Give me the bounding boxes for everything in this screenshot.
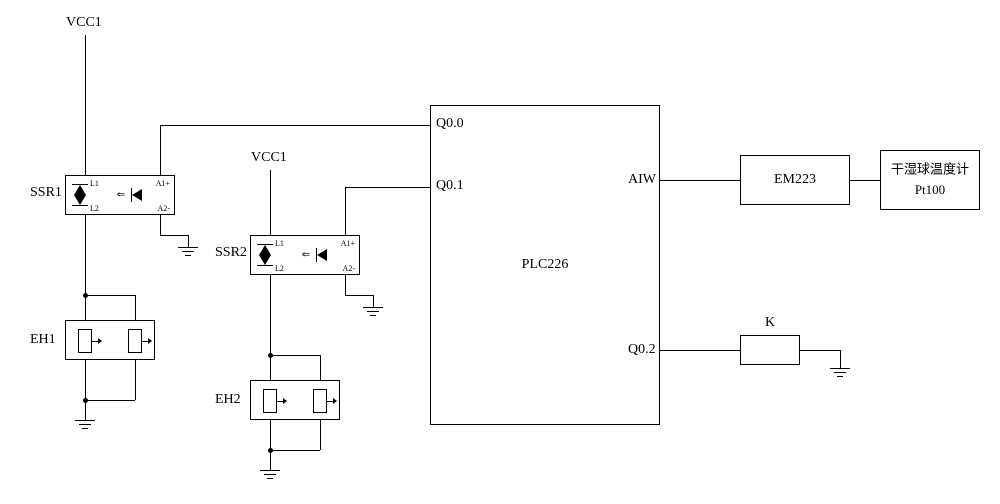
wire-ssr2-l2-v	[270, 275, 271, 380]
ssr2-L1: L1	[275, 239, 284, 248]
ssr2-A1: A1+	[341, 239, 355, 248]
vcc1-label-1: VCC1	[66, 15, 102, 31]
ssr2-opto-arrows-icon: ⇐	[302, 250, 308, 261]
ssr1-A2: A2-	[158, 204, 170, 213]
ssr1-opto-arrows-icon: ⇐	[117, 190, 123, 201]
wire-q02-k	[660, 350, 740, 351]
k-label: K	[765, 315, 775, 331]
sensor-line1: 干湿球温度计	[891, 159, 969, 178]
k-box	[740, 335, 800, 365]
ssr2-L2: L2	[275, 264, 284, 273]
ssr2-box: L1 L2 A1+ A2- ⇐	[250, 235, 360, 275]
sensor-box: 干湿球温度计 Pt100	[880, 150, 980, 210]
gnd-ssr2	[363, 307, 383, 319]
ssr2-A2: A2-	[343, 264, 355, 273]
wire-ssr1-a1-v	[160, 125, 161, 175]
wire-ssr1-a2-v	[160, 215, 161, 235]
vcc1-label-2: VCC1	[251, 150, 287, 166]
wire-ssr1-a1-h	[160, 125, 430, 126]
plc-box: PLC226	[430, 105, 660, 425]
wire-k-gnd-h	[800, 350, 840, 351]
wire-eh2-b1	[270, 420, 271, 470]
ssr1-L1: L1	[90, 179, 99, 188]
wire-ssr1-a2-h	[160, 235, 188, 236]
eh2-box	[250, 380, 340, 420]
wire-eh1-top-split	[85, 295, 135, 296]
wire-aiw-em223	[660, 180, 740, 181]
gnd-ssr1	[178, 247, 198, 259]
wire-k-gnd-v	[840, 350, 841, 368]
eh2-ref: EH2	[215, 392, 241, 408]
plc-q02: Q0.2	[628, 342, 656, 358]
eh1-heater2-icon	[128, 329, 142, 353]
em223-box: EM223	[740, 155, 850, 205]
wire-em223-sensor	[850, 180, 880, 181]
wire-vcc1-2	[270, 170, 271, 235]
plc-name: PLC226	[522, 257, 569, 273]
ssr1-A1: A1+	[156, 179, 170, 188]
em223-label: EM223	[774, 172, 816, 188]
node-eh2-bot	[268, 448, 273, 453]
ssr1-ref: SSR1	[30, 185, 62, 201]
wire-eh2-top-split	[270, 355, 320, 356]
gnd-k	[830, 368, 850, 380]
eh1-box	[65, 320, 155, 360]
ssr1-L2: L2	[90, 204, 99, 213]
ssr2-ref: SSR2	[215, 245, 247, 261]
gnd-eh1	[75, 420, 95, 432]
wire-eh1-bjoin	[85, 400, 135, 401]
eh2-heater1-icon	[263, 389, 277, 413]
wire-vcc1-1	[85, 35, 86, 175]
wire-eh2-b2	[320, 420, 321, 450]
eh2-heater2-icon	[313, 389, 327, 413]
wire-ssr2-a1-v	[345, 187, 346, 235]
plc-aiw: AIW	[628, 172, 656, 188]
wire-ssr2-a1-h	[345, 187, 430, 188]
wire-eh2-bjoin	[270, 450, 320, 451]
wire-ssr2-a2-v2	[373, 295, 374, 307]
gnd-eh2	[260, 470, 280, 482]
wire-ssr1-a2-v2	[188, 235, 189, 247]
plc-q00: Q0.0	[436, 116, 464, 132]
plc-q01: Q0.1	[436, 178, 464, 194]
wire-eh1-leg2-v	[135, 295, 136, 320]
wire-ssr2-a2-h	[345, 295, 373, 296]
eh1-ref: EH1	[30, 332, 56, 348]
wire-eh2-leg2-v	[320, 355, 321, 380]
wire-ssr1-l2-v	[85, 215, 86, 320]
wire-ssr2-a2-v	[345, 275, 346, 295]
eh1-heater1-icon	[78, 329, 92, 353]
ssr1-box: L1 L2 A1+ A2- ⇐	[65, 175, 175, 215]
wire-eh1-b1	[85, 360, 86, 420]
wire-eh1-b2	[135, 360, 136, 400]
sensor-line2: Pt100	[915, 182, 945, 198]
node-eh1-bot	[83, 398, 88, 403]
